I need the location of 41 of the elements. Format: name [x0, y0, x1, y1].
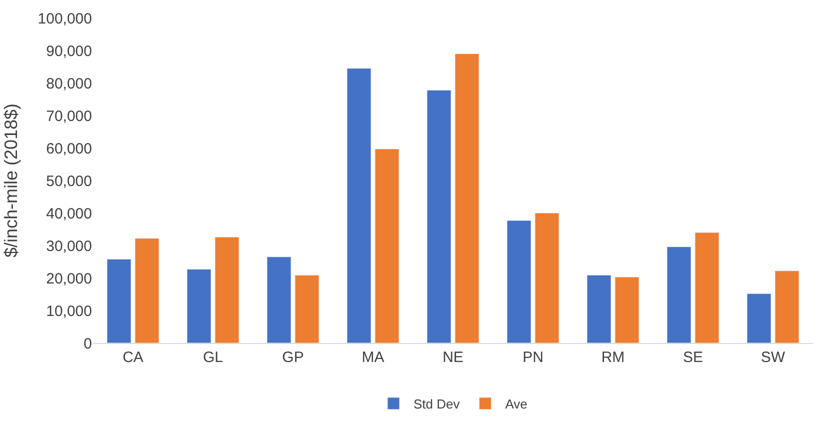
y-tick-label: 100,000 — [38, 10, 92, 28]
bar — [506, 220, 532, 343]
bar — [214, 236, 240, 343]
y-tick-label: 60,000 — [46, 140, 92, 158]
bar — [454, 54, 480, 343]
x-tick-label: GP — [282, 349, 304, 366]
bar — [614, 276, 640, 343]
legend-label: Std Dev — [414, 396, 460, 412]
legend-label: Ave — [505, 396, 528, 412]
x-tick-label: PN — [522, 349, 544, 366]
x-tick-label: SW — [760, 349, 786, 366]
y-tick-label: 10,000 — [46, 302, 92, 320]
bar — [694, 232, 720, 343]
bar — [586, 274, 612, 343]
y-tick-label: 90,000 — [46, 42, 92, 60]
y-tick-label: 40,000 — [46, 205, 92, 222]
x-tick-label: RM — [601, 349, 625, 366]
bar — [746, 293, 772, 343]
bar — [294, 274, 320, 343]
y-tick-label: 0 — [84, 335, 92, 352]
x-tick-label: GL — [202, 349, 224, 366]
y-axis-title: $/inch-mile (2018$) — [0, 103, 21, 258]
y-tick-label: 70,000 — [46, 108, 92, 125]
bar — [374, 148, 400, 343]
bar — [666, 246, 692, 343]
bar — [534, 212, 560, 343]
bar — [266, 256, 292, 343]
bar — [426, 90, 452, 343]
x-tick-label: CA — [122, 349, 144, 366]
x-tick-label: MA — [362, 349, 384, 366]
y-tick-label: 20,000 — [46, 270, 92, 288]
bar — [134, 238, 160, 343]
bar — [106, 258, 132, 343]
bar — [774, 270, 800, 343]
y-tick-label: 80,000 — [46, 75, 92, 92]
y-tick-label: 50,000 — [46, 172, 92, 190]
x-tick-label: SE — [682, 349, 704, 366]
bar — [186, 268, 212, 343]
y-tick-label: 30,000 — [46, 238, 92, 255]
bar — [346, 68, 372, 343]
x-tick-label: NE — [442, 349, 464, 366]
